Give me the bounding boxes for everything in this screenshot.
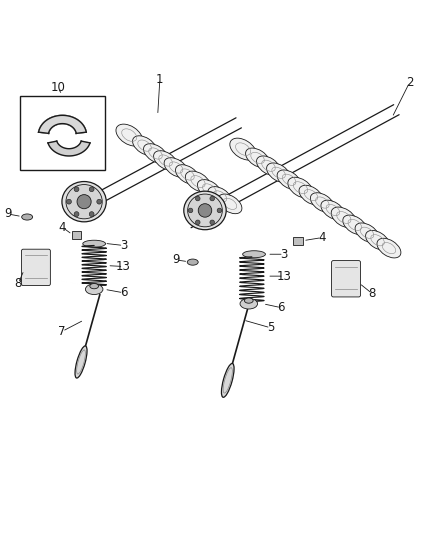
Bar bbox=[20, 96, 105, 170]
Ellipse shape bbox=[277, 170, 301, 190]
Ellipse shape bbox=[244, 298, 253, 303]
Ellipse shape bbox=[230, 138, 256, 160]
Circle shape bbox=[97, 199, 102, 204]
Ellipse shape bbox=[85, 284, 103, 295]
Ellipse shape bbox=[218, 194, 242, 214]
Ellipse shape bbox=[75, 346, 87, 378]
Text: 2: 2 bbox=[406, 76, 413, 89]
Ellipse shape bbox=[299, 185, 323, 205]
Circle shape bbox=[198, 204, 212, 217]
Text: 4: 4 bbox=[58, 221, 66, 233]
Ellipse shape bbox=[267, 163, 290, 183]
Text: 9: 9 bbox=[172, 253, 180, 266]
Text: 8: 8 bbox=[15, 277, 22, 289]
Ellipse shape bbox=[187, 259, 198, 265]
Ellipse shape bbox=[257, 156, 280, 175]
Ellipse shape bbox=[246, 148, 269, 168]
Ellipse shape bbox=[176, 165, 199, 184]
Text: 9: 9 bbox=[4, 207, 12, 221]
Ellipse shape bbox=[83, 240, 106, 247]
Ellipse shape bbox=[355, 223, 379, 243]
Ellipse shape bbox=[21, 214, 32, 220]
Text: 3: 3 bbox=[120, 239, 127, 252]
Text: 7: 7 bbox=[58, 325, 66, 338]
Ellipse shape bbox=[243, 251, 265, 258]
Ellipse shape bbox=[366, 230, 389, 250]
Ellipse shape bbox=[208, 187, 232, 206]
Ellipse shape bbox=[222, 364, 234, 397]
Circle shape bbox=[217, 208, 222, 213]
Circle shape bbox=[74, 212, 79, 216]
Ellipse shape bbox=[144, 144, 167, 163]
Text: 8: 8 bbox=[369, 287, 376, 300]
Ellipse shape bbox=[377, 238, 401, 258]
Ellipse shape bbox=[66, 184, 102, 219]
Text: 6: 6 bbox=[120, 286, 127, 300]
Bar bbox=[72, 231, 81, 239]
Ellipse shape bbox=[343, 215, 367, 235]
Text: 13: 13 bbox=[116, 260, 131, 273]
Polygon shape bbox=[39, 115, 86, 133]
Ellipse shape bbox=[116, 124, 142, 146]
Ellipse shape bbox=[240, 298, 258, 309]
Text: 5: 5 bbox=[267, 321, 274, 334]
Text: 3: 3 bbox=[280, 248, 287, 261]
Text: 13: 13 bbox=[276, 270, 291, 282]
Ellipse shape bbox=[185, 171, 211, 192]
Circle shape bbox=[74, 187, 79, 192]
Text: 1: 1 bbox=[156, 72, 164, 85]
Text: 10: 10 bbox=[50, 82, 65, 94]
Text: 4: 4 bbox=[318, 231, 326, 244]
Circle shape bbox=[195, 196, 200, 201]
Ellipse shape bbox=[311, 193, 334, 212]
Circle shape bbox=[210, 196, 215, 201]
Circle shape bbox=[188, 208, 193, 213]
Circle shape bbox=[210, 220, 215, 224]
Circle shape bbox=[89, 187, 94, 192]
Circle shape bbox=[67, 199, 71, 204]
Circle shape bbox=[77, 195, 91, 209]
Ellipse shape bbox=[288, 177, 313, 198]
FancyBboxPatch shape bbox=[21, 249, 50, 286]
Ellipse shape bbox=[331, 207, 357, 228]
FancyBboxPatch shape bbox=[332, 261, 360, 297]
Ellipse shape bbox=[321, 200, 345, 220]
Ellipse shape bbox=[133, 136, 156, 156]
Ellipse shape bbox=[184, 191, 226, 230]
Ellipse shape bbox=[62, 182, 106, 222]
Ellipse shape bbox=[154, 151, 177, 171]
Ellipse shape bbox=[90, 284, 99, 289]
Ellipse shape bbox=[198, 180, 221, 199]
Ellipse shape bbox=[164, 158, 188, 177]
Bar bbox=[293, 237, 303, 245]
Polygon shape bbox=[48, 141, 90, 156]
Circle shape bbox=[89, 212, 94, 216]
Ellipse shape bbox=[187, 194, 223, 227]
Text: 6: 6 bbox=[277, 301, 285, 314]
Circle shape bbox=[195, 220, 200, 224]
